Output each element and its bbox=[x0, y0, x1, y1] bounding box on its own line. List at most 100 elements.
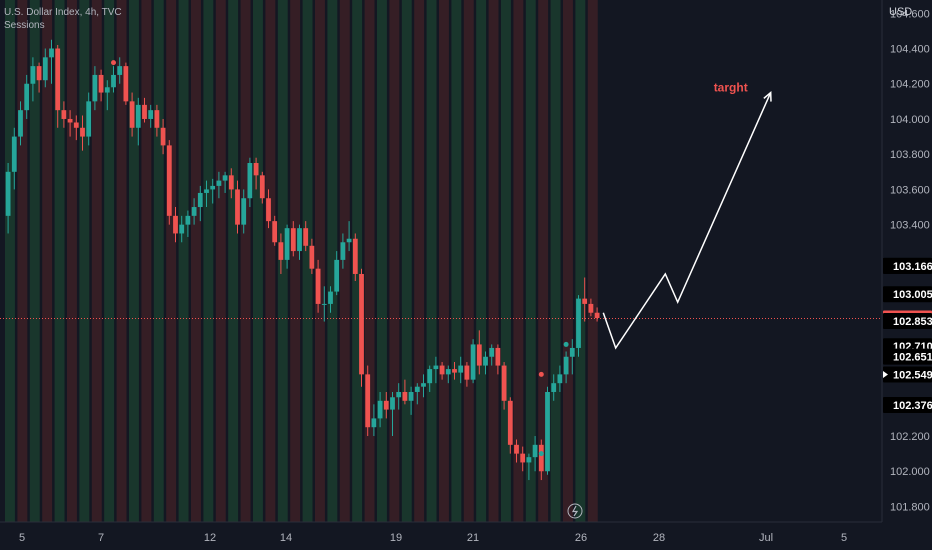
y-tick-label: 103.400 bbox=[890, 220, 930, 232]
session-dot bbox=[538, 371, 544, 377]
candle-body bbox=[216, 180, 222, 186]
session-band bbox=[67, 0, 77, 522]
x-tick-label: Jul bbox=[759, 532, 773, 544]
session-band bbox=[426, 0, 437, 522]
session-band bbox=[215, 0, 226, 522]
x-tick-label: 28 bbox=[653, 532, 665, 544]
candle-body bbox=[408, 391, 414, 401]
candle-body bbox=[173, 215, 178, 234]
candle-body bbox=[266, 198, 271, 222]
session-band bbox=[339, 0, 350, 522]
session-band bbox=[290, 0, 301, 522]
session-band bbox=[563, 0, 573, 522]
chart-legend: U.S. Dollar Index, 4h, TVC Sessions bbox=[4, 6, 122, 32]
session-band bbox=[315, 0, 325, 522]
candle-body bbox=[464, 365, 470, 380]
candle-body bbox=[61, 110, 67, 119]
candle-body bbox=[303, 228, 309, 246]
session-band bbox=[79, 0, 90, 522]
candle-body bbox=[259, 175, 265, 199]
session-band bbox=[327, 0, 338, 522]
candle-body bbox=[123, 66, 129, 102]
y-tick-label: 104.600 bbox=[890, 8, 930, 20]
candle-body bbox=[414, 386, 420, 392]
crosshair-marker bbox=[883, 371, 888, 378]
session-band bbox=[550, 0, 561, 522]
session-dot bbox=[563, 341, 569, 347]
candle-body bbox=[588, 303, 594, 313]
session-band bbox=[42, 0, 53, 522]
price-badge bbox=[883, 257, 932, 274]
candle-body bbox=[73, 122, 79, 128]
candle-body bbox=[284, 228, 290, 260]
candle-body bbox=[334, 259, 340, 292]
candle-body bbox=[197, 192, 203, 208]
candle-body bbox=[346, 238, 352, 243]
lightning-icon bbox=[567, 503, 583, 519]
candle-body bbox=[563, 356, 569, 375]
candle-body bbox=[129, 101, 135, 128]
symbol-title[interactable]: U.S. Dollar Index, 4h, TVC bbox=[4, 7, 122, 18]
session-band bbox=[377, 0, 387, 522]
session-band bbox=[153, 0, 164, 522]
price-badge bbox=[883, 313, 932, 330]
candle-body bbox=[55, 48, 61, 111]
projection-arrowhead bbox=[763, 90, 772, 102]
y-tick-label: 104.000 bbox=[890, 114, 930, 126]
candle-body bbox=[222, 175, 228, 181]
candle-body bbox=[538, 444, 544, 472]
session-band bbox=[54, 0, 65, 522]
session-band bbox=[240, 0, 251, 522]
candle-body bbox=[154, 110, 160, 128]
session-band bbox=[587, 0, 598, 522]
session-band bbox=[414, 0, 425, 522]
session-band bbox=[228, 0, 239, 522]
candle-body bbox=[520, 453, 526, 463]
candle-body bbox=[228, 175, 234, 190]
candle-body bbox=[452, 369, 457, 373]
candle-body bbox=[86, 101, 92, 137]
session-band bbox=[29, 0, 40, 522]
candle-body bbox=[117, 66, 123, 75]
price-badge-label: 102.651 bbox=[893, 352, 932, 364]
price-badge-label: 102.549 bbox=[893, 370, 932, 382]
session-band bbox=[525, 0, 536, 522]
candle-body bbox=[476, 344, 482, 366]
candle-body bbox=[526, 457, 532, 463]
session-band bbox=[401, 0, 412, 522]
candle-body bbox=[352, 238, 358, 274]
target-annotation: targht bbox=[714, 81, 748, 95]
candle-body bbox=[148, 110, 154, 119]
session-band bbox=[203, 0, 214, 522]
x-tick-label: 21 bbox=[467, 532, 479, 544]
candle-body bbox=[340, 242, 346, 260]
currency-label[interactable]: USD bbox=[889, 6, 913, 18]
price-badge-label: 102.853 bbox=[893, 316, 932, 328]
candle-body bbox=[396, 391, 402, 398]
session-band bbox=[178, 0, 189, 522]
session-dot bbox=[538, 451, 544, 457]
candle-body bbox=[42, 57, 48, 81]
price-badge-label: 102.376 bbox=[893, 400, 932, 412]
candle-body bbox=[383, 400, 389, 410]
candle-body bbox=[247, 163, 253, 199]
candle-body bbox=[80, 127, 85, 137]
candle-body bbox=[514, 444, 519, 454]
x-tick-label: 19 bbox=[390, 532, 402, 544]
session-dot bbox=[111, 60, 116, 66]
candle-body bbox=[321, 303, 327, 305]
candle-body bbox=[111, 74, 116, 88]
candle-body bbox=[11, 136, 17, 172]
price-axis bbox=[882, 0, 932, 550]
y-tick-label: 102.200 bbox=[890, 431, 930, 443]
indicator-label[interactable]: Sessions bbox=[4, 20, 45, 31]
session-band bbox=[141, 0, 152, 522]
candle-body bbox=[241, 198, 247, 225]
session-band bbox=[91, 0, 102, 522]
session-band bbox=[129, 0, 139, 522]
y-tick-label: 101.800 bbox=[890, 501, 930, 513]
price-badge bbox=[883, 348, 932, 365]
candle-body bbox=[160, 127, 166, 146]
price-badge bbox=[883, 366, 932, 383]
